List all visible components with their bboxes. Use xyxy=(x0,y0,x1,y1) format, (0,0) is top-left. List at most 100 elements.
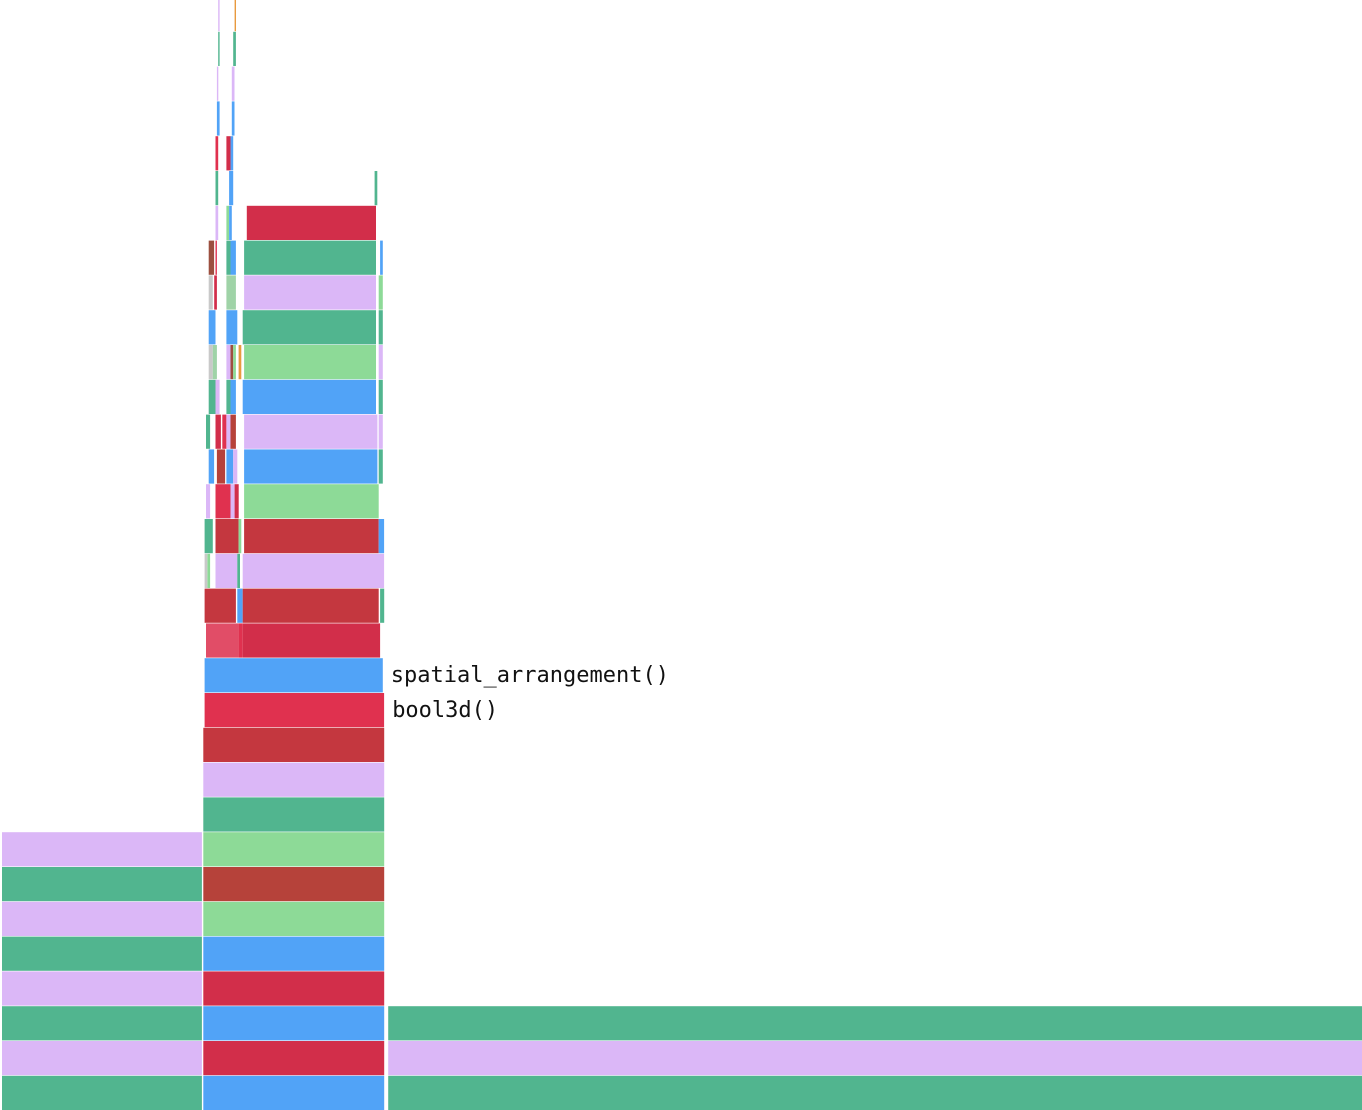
flame-frame[interactable] xyxy=(203,901,385,936)
flame-frame[interactable] xyxy=(2,1006,202,1041)
flame-frame[interactable] xyxy=(212,345,217,380)
flame-frame[interactable] xyxy=(244,484,379,519)
flame-frame[interactable] xyxy=(244,519,379,554)
flame-frame[interactable] xyxy=(380,240,383,275)
flame-frame[interactable] xyxy=(2,936,202,971)
flame-frame[interactable] xyxy=(242,379,376,414)
flame-frame[interactable] xyxy=(244,414,378,449)
flame-frame[interactable] xyxy=(244,275,376,310)
flame-frame[interactable] xyxy=(388,1041,1362,1076)
flame-frame[interactable] xyxy=(231,101,235,136)
flame-frame[interactable] xyxy=(2,867,202,902)
flame-frame[interactable] xyxy=(215,484,231,519)
flame-frame[interactable] xyxy=(230,484,235,519)
flame-frame[interactable] xyxy=(229,171,234,206)
flame-frame[interactable] xyxy=(2,1041,202,1076)
flame-frame[interactable] xyxy=(231,66,235,101)
flame-frame[interactable] xyxy=(230,345,234,380)
flame-frame[interactable] xyxy=(226,275,236,310)
flame-frame[interactable] xyxy=(203,1075,385,1110)
flame-frame[interactable] xyxy=(214,275,217,310)
flame-frame[interactable] xyxy=(378,414,383,449)
flame-frame[interactable] xyxy=(204,693,385,728)
flame-frame[interactable] xyxy=(215,205,219,240)
flame-frame[interactable] xyxy=(2,901,202,936)
flame-frame[interactable] xyxy=(378,275,383,310)
flame-frame[interactable] xyxy=(215,240,217,275)
flame-frame[interactable] xyxy=(226,136,231,171)
flame-frame[interactable] xyxy=(215,379,220,414)
flame-frame[interactable] xyxy=(244,240,376,275)
flame-frame[interactable] xyxy=(215,136,219,171)
flame-frame[interactable] xyxy=(203,762,385,797)
flame-frame[interactable] xyxy=(208,379,216,414)
flame-frame[interactable] xyxy=(207,553,211,588)
flame-frame[interactable] xyxy=(230,414,236,449)
flame-frame[interactable] xyxy=(388,1006,1362,1041)
flame-frame[interactable] xyxy=(203,936,385,971)
flame-frame[interactable] xyxy=(378,449,383,484)
flame-frame[interactable] xyxy=(238,519,242,554)
flame-frame[interactable] xyxy=(380,588,385,623)
flame-frame[interactable] xyxy=(203,1041,385,1076)
flame-frame[interactable] xyxy=(216,66,219,101)
flame-frame[interactable] xyxy=(2,971,202,1006)
flame-frame[interactable] xyxy=(208,310,216,345)
flame-frame[interactable] xyxy=(378,345,383,380)
flame-frame[interactable] xyxy=(233,31,236,66)
flame-frame[interactable] xyxy=(218,0,220,32)
flame-frame[interactable] xyxy=(388,1075,1362,1110)
flame-frame[interactable] xyxy=(238,623,243,658)
flame-frame[interactable] xyxy=(216,101,220,136)
flame-frame[interactable] xyxy=(226,345,231,380)
flame-frame[interactable] xyxy=(234,484,239,519)
flame-frame[interactable] xyxy=(226,310,238,345)
flame-frame[interactable] xyxy=(226,414,231,449)
flame-frame[interactable] xyxy=(237,553,240,588)
flame-frame[interactable] xyxy=(215,414,221,449)
flame-frame[interactable] xyxy=(378,379,383,414)
flame-frame[interactable] xyxy=(2,1075,202,1110)
flame-frame[interactable] xyxy=(208,275,213,310)
flame-frame[interactable] xyxy=(233,449,238,484)
flame-frame[interactable] xyxy=(246,205,376,240)
flame-frame[interactable] xyxy=(204,519,213,554)
flame-frame[interactable] xyxy=(204,553,208,588)
flame-frame[interactable] xyxy=(230,136,234,171)
flame-frame[interactable] xyxy=(229,205,232,240)
flame-frame[interactable] xyxy=(215,519,239,554)
flame-frame[interactable] xyxy=(242,310,376,345)
flame-frame[interactable] xyxy=(203,1006,385,1041)
flame-frame[interactable] xyxy=(222,414,227,449)
flame-frame[interactable] xyxy=(215,553,238,588)
flame-frame[interactable] xyxy=(203,832,385,867)
flame-frame[interactable] xyxy=(244,449,378,484)
flame-frame[interactable] xyxy=(206,484,211,519)
flame-frame[interactable] xyxy=(206,414,211,449)
flame-frame[interactable] xyxy=(226,449,234,484)
flame-frame[interactable] xyxy=(242,588,379,623)
flame-frame[interactable] xyxy=(242,553,385,588)
flame-frame[interactable] xyxy=(204,588,236,623)
flame-frame[interactable] xyxy=(230,240,236,275)
flame-frame[interactable] xyxy=(242,623,381,658)
flame-frame[interactable] xyxy=(244,345,376,380)
flame-frame[interactable] xyxy=(237,588,243,623)
flame-frame[interactable] xyxy=(203,867,385,902)
flame-frame[interactable] xyxy=(208,449,215,484)
flame-frame[interactable] xyxy=(203,727,385,762)
flame-frame[interactable] xyxy=(374,171,378,206)
flame-frame[interactable] xyxy=(208,345,213,380)
flame-frame[interactable] xyxy=(378,519,385,554)
flame-frame[interactable] xyxy=(226,205,230,240)
flame-frame[interactable] xyxy=(208,240,215,275)
flame-frame[interactable] xyxy=(218,31,220,66)
flame-frame[interactable] xyxy=(215,171,219,206)
flame-frame[interactable] xyxy=(233,345,236,380)
flame-frame[interactable] xyxy=(204,658,383,693)
flame-frame[interactable] xyxy=(226,240,231,275)
flame-frame[interactable] xyxy=(226,379,231,414)
flame-frame[interactable] xyxy=(2,832,202,867)
flame-frame[interactable] xyxy=(203,971,385,1006)
flame-frame[interactable] xyxy=(206,623,239,658)
